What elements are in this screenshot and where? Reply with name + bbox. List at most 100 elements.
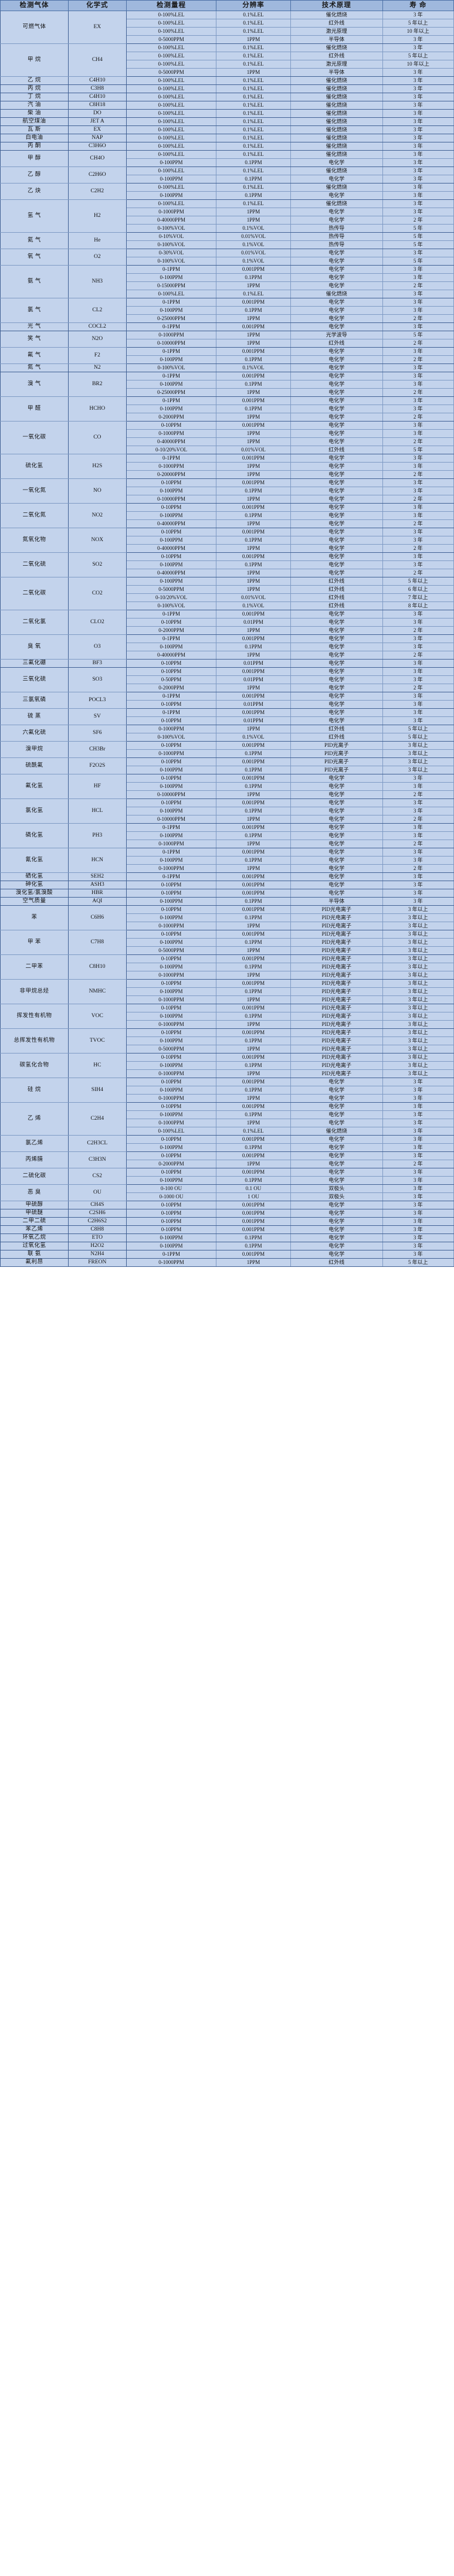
detection-range-cell: 0-10000PPM	[126, 339, 217, 348]
resolution-cell: 0.001PPM	[216, 322, 291, 331]
chemical-formula-cell: SF6	[67, 725, 127, 742]
detection-range-cell: 0-100%LEL	[126, 27, 217, 36]
gas-name-cell: 挥发性有机物	[0, 1004, 69, 1029]
resolution-cell: 0.001PPM	[216, 396, 291, 405]
chemical-formula-cell: C2H2	[67, 183, 127, 200]
resolution-cell: 1PPM	[216, 1045, 291, 1053]
lifespan-cell: 3 年以上	[382, 1020, 454, 1029]
resolution-cell: 1PPM	[216, 684, 291, 692]
chemical-formula-cell: TVOC	[67, 1028, 127, 1053]
lifespan-cell: 3 年	[382, 560, 454, 569]
lifespan-cell: 3 年	[382, 1176, 454, 1185]
table-row: 二氧化氮 NO2 0-10PPM 0.001PPM 电化学 3 年	[0, 503, 454, 528]
table-row: 0-1000PPM 1PPM PID光电离子 3 年以上	[1, 995, 454, 1004]
principle-cell: 电化学	[290, 429, 383, 438]
table-row: 溴甲烷 CH3Br 0-10PPM 0.001PPM PID光离子 3 年以上	[0, 741, 454, 758]
gas-name-cell: 二硫化碳	[0, 1168, 69, 1185]
chemical-formula-cell: HC	[67, 1053, 127, 1078]
principle-cell: 电化学	[290, 1160, 383, 1168]
principle-cell: 催化燃烧	[290, 134, 383, 142]
resolution-cell: 0.001PPM	[216, 798, 291, 807]
gas-name-cell: 柴 油	[0, 109, 69, 118]
detection-range-cell: 0-10PPM	[126, 905, 217, 914]
resolution-cell: 0.001PPM	[216, 298, 291, 307]
resolution-cell: 0.001PPM	[216, 347, 291, 356]
detection-range-cell: 0-5000PPM	[126, 35, 217, 44]
lifespan-cell: 3 年	[382, 1225, 454, 1234]
table-row: 0-2000PPM 1PPM 电化学 2 年	[1, 413, 454, 422]
principle-cell: 红外线	[290, 601, 383, 610]
lifespan-cell: 3 年	[382, 1184, 454, 1193]
detection-range-cell: 0-100%LEL	[126, 125, 217, 134]
resolution-cell: 0.1PPM	[216, 158, 291, 167]
gas-name-cell: 氮 气	[0, 363, 69, 372]
resolution-cell: 0.001PPM	[216, 1078, 291, 1086]
principle-cell: PID光电离子	[290, 995, 383, 1004]
detection-range-cell: 0-100%VOL	[126, 601, 217, 610]
gas-name-cell: 硅 烷	[0, 1078, 69, 1103]
principle-cell: 电化学	[290, 158, 383, 167]
detection-range-cell: 0-1PPM	[126, 322, 217, 331]
table-row: 柴 油 DO 0-100%LEL 0.1%LEL 催化燃烧 3 年	[0, 109, 454, 118]
gas-name-cell: 氯 气	[0, 298, 69, 323]
chemical-formula-cell: AQI	[67, 897, 127, 906]
detection-range-cell: 0-15000PPM	[126, 281, 217, 290]
detection-range-cell: 0-40000PPM	[126, 569, 217, 577]
table-row: 0-100PPM 0.1PPM PID光电离子 3 年以上	[1, 1036, 454, 1045]
resolution-cell: 0.001PPM	[216, 265, 291, 274]
detection-range-cell: 0-1PPM	[126, 372, 217, 380]
detection-range-cell: 0-10%VOL	[126, 232, 217, 241]
detection-range-cell: 0-100PPM	[126, 191, 217, 200]
chemical-formula-cell: HCHO	[67, 396, 127, 422]
detection-range-cell: 0-100%LEL	[126, 19, 217, 28]
gas-name-cell: 乙 烷	[0, 76, 69, 85]
principle-cell: PID光电离子	[290, 963, 383, 971]
chemical-formula-cell: CLO2	[67, 610, 127, 635]
resolution-cell: 0.001PPM	[216, 757, 291, 766]
resolution-cell: 0.1PPM	[216, 405, 291, 413]
detection-range-cell: 0-50PPM	[126, 675, 217, 684]
principle-cell: 电化学	[290, 519, 383, 528]
resolution-cell: 1PPM	[216, 429, 291, 438]
gas-name-cell: 非甲烷总烃	[0, 979, 69, 1004]
table-row: 0-10/20%VOL 0.01%VOL 红外线 5 年	[1, 446, 454, 454]
lifespan-cell: 3 年	[382, 1143, 454, 1152]
lifespan-cell: 3 年	[382, 823, 454, 832]
chemical-formula-cell: C3H6O	[67, 142, 127, 151]
principle-cell: 电化学	[290, 872, 383, 881]
detection-range-cell: 0-1PPM	[126, 634, 217, 643]
resolution-cell: 0.1PPM	[216, 766, 291, 774]
table-row: 0-1000PPM 1PPM 电化学 3 年	[1, 1119, 454, 1127]
lifespan-cell: 3 年	[382, 405, 454, 413]
table-row: 0-100PPM 0.1PPM PID光电离子 3 年以上	[1, 987, 454, 996]
detection-range-cell: 0-1000PPM	[126, 749, 217, 758]
table-row: 0-40000PPM 1PPM 电化学 2 年	[1, 437, 454, 446]
gas-name-cell: 二氧化氮	[0, 503, 69, 528]
chemical-formula-cell: N2O	[67, 331, 127, 348]
lifespan-cell: 3 年	[382, 881, 454, 889]
table-row: 丙 烷 C3H8 0-100%LEL 0.1%LEL 催化燃烧 3 年	[0, 84, 454, 93]
principle-cell: 电化学	[290, 1176, 383, 1185]
detection-range-cell: 0-1PPM	[126, 298, 217, 307]
lifespan-cell: 2 年	[382, 544, 454, 553]
detection-range-cell: 0-10PPM	[126, 421, 217, 430]
resolution-cell: 0.1%VOL	[216, 363, 291, 372]
lifespan-cell: 3 年	[382, 1135, 454, 1144]
principle-cell: 半导体	[290, 897, 383, 906]
principle-cell: 电化学	[290, 684, 383, 692]
lifespan-cell: 3 年	[382, 1110, 454, 1119]
detection-range-cell: 0-10PPM	[126, 1209, 217, 1218]
resolution-cell: 0.001PPM	[216, 1028, 291, 1037]
principle-cell: 电化学	[290, 610, 383, 618]
detection-range-cell: 0-10/20%VOL	[126, 593, 217, 602]
resolution-cell: 1PPM	[216, 585, 291, 594]
lifespan-cell: 2 年	[382, 864, 454, 873]
principle-cell: 激光原理	[290, 60, 383, 69]
table-row: 臭 氧 O3 0-1PPM 0.001PPM 电化学 3 年	[0, 634, 454, 660]
resolution-cell: 1PPM	[216, 569, 291, 577]
gas-name-cell: 丙 酮	[0, 142, 69, 151]
lifespan-cell: 2 年	[382, 651, 454, 660]
chemical-formula-cell: CH4S	[67, 1201, 127, 1209]
lifespan-cell: 3 年	[382, 76, 454, 85]
detection-range-cell: 0-100PPM	[126, 1176, 217, 1185]
